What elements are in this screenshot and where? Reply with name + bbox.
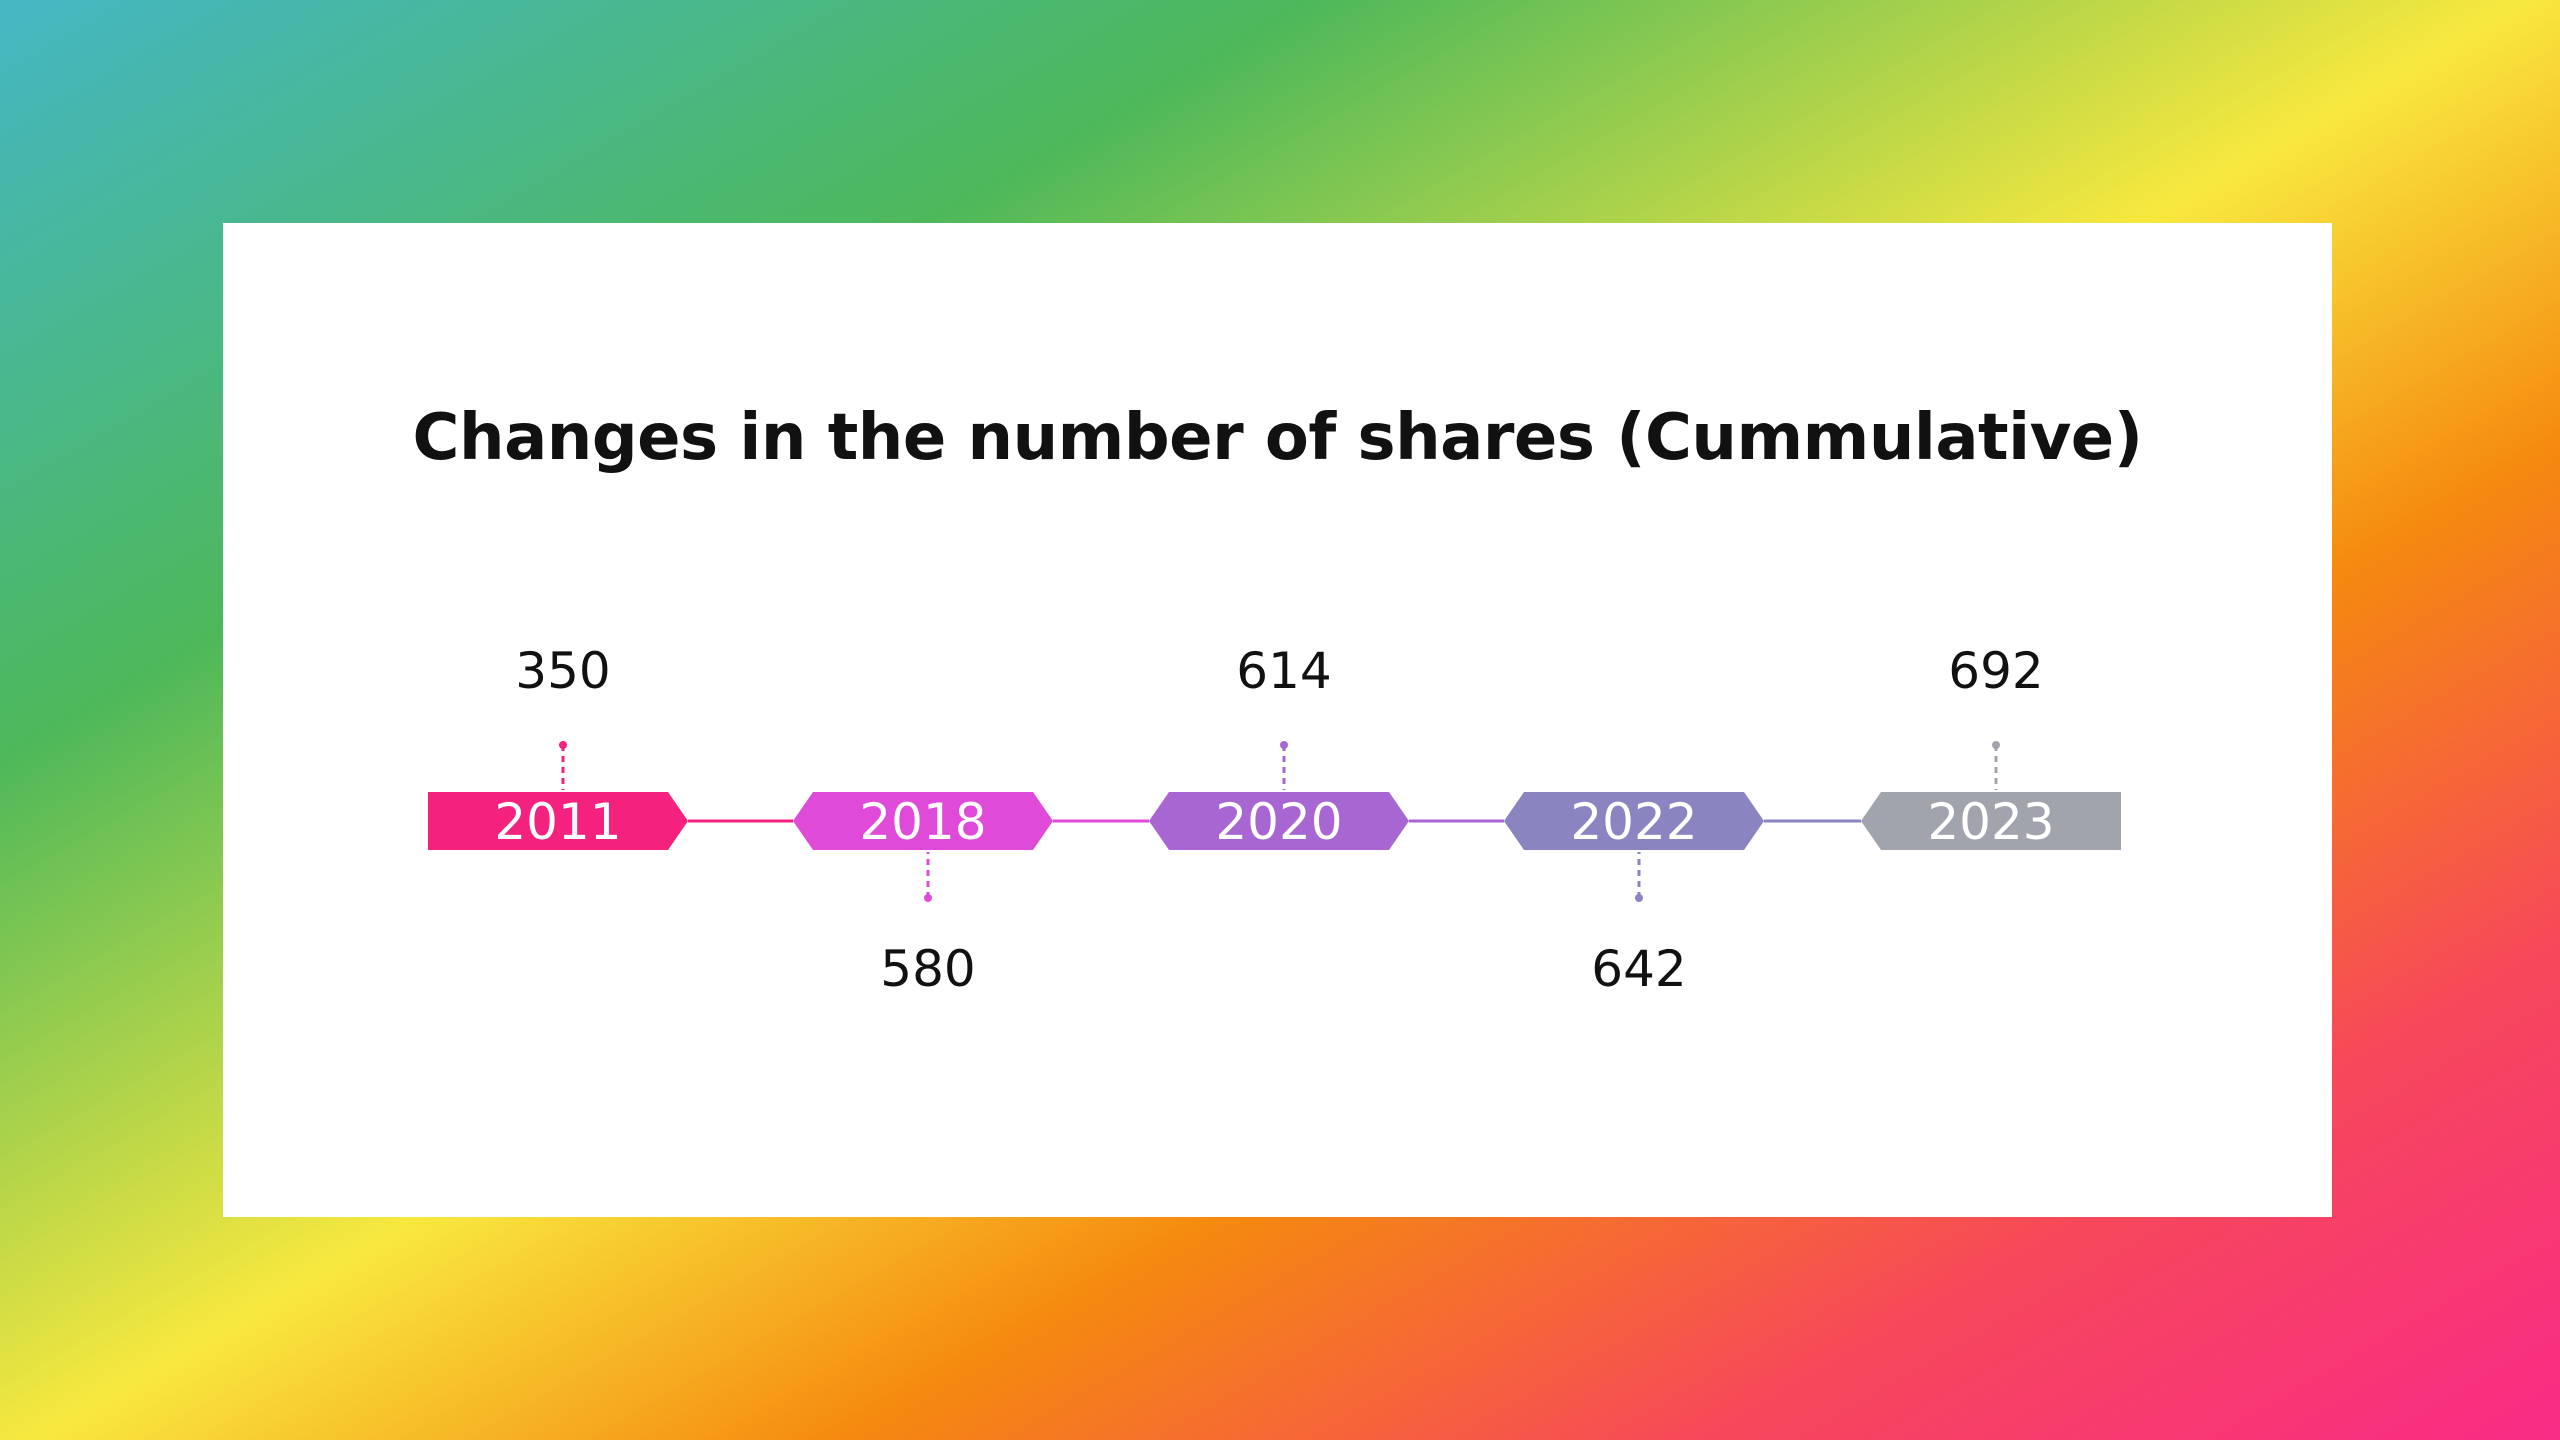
stage-value-label: 350 (515, 642, 610, 700)
stage-shape (793, 792, 1053, 850)
value-leader-dot (559, 741, 567, 749)
timeline-stage-2020: 2020 614 (1149, 642, 1409, 851)
stage-shape (1861, 792, 2121, 850)
timeline-stage-2011: 2011 350 (428, 642, 688, 851)
value-leader-dot (924, 894, 932, 902)
value-leader-dot (1635, 894, 1643, 902)
timeline-stage-2018: 2018 580 (793, 792, 1053, 998)
timeline-stage-2022: 2022 642 (1504, 792, 1764, 998)
value-leader-dot (1280, 741, 1288, 749)
slide-card: Changes in the number of shares (Cummula… (223, 223, 2332, 1217)
stage-value-label: 580 (880, 940, 975, 998)
stage-value-label: 614 (1236, 642, 1331, 700)
stage-value-label: 692 (1948, 642, 2043, 700)
stage-value-label: 642 (1591, 940, 1686, 998)
stage-year-label: 2020 (1215, 793, 1342, 851)
timeline-diagram: 2011 350 2018 580 2020 614 2022 642 2023 692 (428, 642, 2121, 998)
stage-year-label: 2018 (859, 793, 986, 851)
timeline-stage-2023: 2023 692 (1861, 642, 2121, 851)
stage-year-label: 2011 (494, 793, 621, 851)
stage-shape (428, 792, 688, 850)
stage-year-label: 2023 (1927, 793, 2054, 851)
stage-year-label: 2022 (1570, 793, 1697, 851)
slide-title: Changes in the number of shares (Cummula… (412, 401, 2143, 475)
stage-shape (1149, 792, 1409, 850)
stage-shape (1504, 792, 1764, 850)
value-leader-dot (1992, 741, 2000, 749)
